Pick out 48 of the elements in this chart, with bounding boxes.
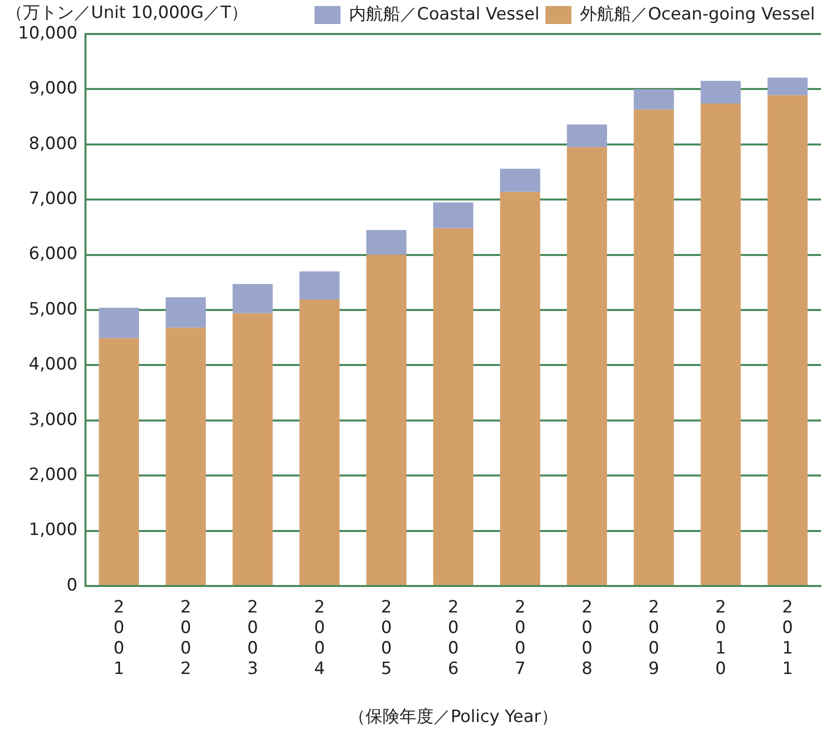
x-tick-label: 2004 bbox=[314, 598, 325, 679]
legend-label: 内航船／Coastal Vessel bbox=[349, 4, 540, 24]
bar bbox=[366, 254, 406, 585]
y-tick-label: 1,000 bbox=[28, 520, 78, 540]
y-tick-label: 7,000 bbox=[28, 189, 78, 210]
bar bbox=[634, 89, 674, 110]
x-tick-label: 2005 bbox=[380, 598, 392, 679]
bar bbox=[299, 300, 340, 585]
y-tick-label: 3,000 bbox=[28, 410, 78, 430]
x-tick-label: 2006 bbox=[448, 598, 459, 679]
bar bbox=[433, 202, 474, 228]
x-tick-label: 2009 bbox=[648, 598, 660, 679]
bar bbox=[768, 95, 808, 585]
bar bbox=[232, 284, 273, 314]
bar bbox=[566, 124, 608, 148]
bar bbox=[98, 308, 139, 338]
bar bbox=[166, 297, 206, 328]
x-tick-label: 2010 bbox=[715, 598, 726, 679]
bar bbox=[700, 80, 741, 104]
bar bbox=[500, 192, 540, 585]
x-axis-title: （保険年度／Policy Year） bbox=[348, 707, 558, 728]
bar bbox=[166, 328, 206, 585]
bar bbox=[768, 78, 808, 96]
y-axis-title: （万トン／Unit 10,000G／T） bbox=[6, 2, 248, 23]
y-tick-label: 10,000 bbox=[18, 23, 78, 44]
y-tick-label: 8,000 bbox=[28, 134, 78, 154]
y-tick-label: 5,000 bbox=[28, 299, 78, 320]
x-tick-label: 2002 bbox=[180, 598, 192, 679]
x-tick-label: 2001 bbox=[114, 598, 124, 679]
bar bbox=[98, 338, 139, 585]
y-tick-label: 4,000 bbox=[28, 354, 78, 375]
bar bbox=[433, 228, 474, 585]
y-tick-label: 9,000 bbox=[28, 78, 78, 99]
bar bbox=[366, 230, 406, 255]
x-tick-label: 2003 bbox=[247, 598, 258, 679]
bar bbox=[232, 313, 273, 585]
y-tick-label: 2,000 bbox=[28, 465, 78, 486]
bar bbox=[700, 104, 741, 585]
bar bbox=[566, 147, 608, 585]
x-tick-label: 2007 bbox=[514, 598, 526, 679]
legend-label: 外航船／Ocean-going Vessel bbox=[580, 4, 815, 24]
bar bbox=[634, 110, 674, 585]
y-tick-label: 0 bbox=[66, 575, 78, 596]
bar bbox=[500, 168, 540, 192]
bar bbox=[299, 271, 340, 300]
y-tick-label: 6,000 bbox=[28, 244, 78, 264]
x-tick-label: 2008 bbox=[582, 598, 592, 679]
x-tick-label: 2011 bbox=[782, 598, 793, 679]
